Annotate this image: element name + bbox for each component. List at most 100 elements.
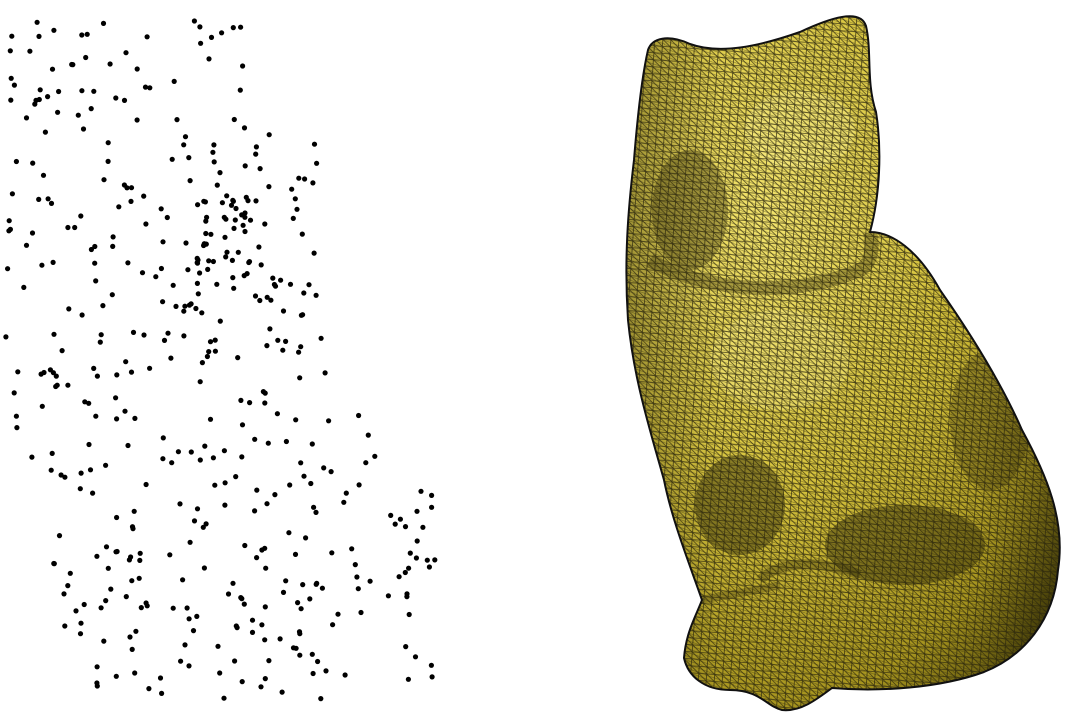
cloud-point — [79, 312, 85, 318]
cloud-point — [212, 348, 218, 354]
cloud-point — [228, 202, 235, 208]
cloud-point — [199, 310, 205, 316]
cloud-point — [9, 33, 15, 39]
cloud-point — [186, 616, 192, 622]
cloud-point — [123, 50, 129, 56]
cloud-point — [388, 512, 394, 519]
cloud-point — [241, 601, 247, 607]
cloud-point — [27, 48, 33, 54]
cloud-point — [6, 218, 12, 224]
cloud-point — [221, 214, 227, 220]
cloud-point — [168, 355, 174, 361]
cloud-point — [253, 151, 259, 157]
cloud-point — [107, 61, 113, 67]
cloud-point — [92, 243, 98, 250]
cloud-point — [7, 226, 13, 232]
cloud-point — [133, 628, 139, 634]
cloud-point — [34, 19, 40, 25]
mesh-panel — [625, 15, 1061, 712]
cloud-point — [402, 524, 409, 530]
cloud-point — [249, 629, 256, 636]
cloud-point — [58, 472, 64, 478]
cloud-point — [210, 455, 216, 461]
cloud-point — [165, 330, 171, 336]
cloud-point — [191, 18, 197, 24]
cloud-point — [78, 213, 84, 219]
cloud-point — [318, 696, 324, 702]
cloud-point — [197, 457, 203, 463]
cloud-point — [271, 281, 277, 288]
cloud-point — [157, 675, 164, 681]
cloud-point — [123, 359, 129, 365]
cloud-point — [206, 349, 212, 355]
cloud-point — [268, 297, 274, 303]
cloud-point — [94, 553, 100, 559]
cloud-point — [182, 134, 189, 140]
cloud-point — [160, 456, 166, 462]
cloud-point — [42, 129, 49, 135]
cloud-point — [231, 116, 237, 123]
cloud-point — [242, 163, 248, 169]
cloud-point — [355, 586, 361, 592]
cloud-point — [210, 258, 216, 265]
cloud-point — [385, 593, 391, 599]
cloud-point — [91, 88, 97, 94]
cloud-point — [321, 465, 327, 471]
cloud-point — [40, 172, 47, 178]
cloud-point — [272, 492, 278, 498]
cloud-point — [49, 66, 56, 72]
cloud-point — [280, 347, 286, 353]
cloud-point — [289, 186, 295, 192]
cloud-point — [212, 482, 218, 488]
cloud-point — [296, 349, 302, 355]
cloud-point — [308, 480, 314, 487]
cloud-point — [252, 293, 259, 299]
cloud-point — [239, 422, 246, 428]
cloud-point — [78, 620, 84, 626]
cloud-point — [190, 628, 197, 634]
cloud-point — [298, 344, 304, 350]
cloud-point — [128, 198, 134, 204]
cloud-point — [51, 27, 57, 33]
cloud-point — [14, 425, 20, 431]
cloud-point — [245, 198, 251, 204]
cloud-point — [238, 397, 244, 403]
cloud-point — [181, 333, 187, 339]
cloud-point — [230, 275, 236, 281]
cloud-point — [407, 550, 413, 556]
cloud-point — [352, 562, 358, 568]
cloud-point — [263, 565, 269, 571]
cloud-point — [279, 689, 285, 695]
cloud-point — [211, 142, 217, 148]
cloud-point — [258, 262, 264, 268]
cloud-point — [125, 260, 131, 266]
cloud-point — [253, 144, 259, 150]
cloud-point — [147, 85, 153, 91]
cloud-point — [301, 290, 307, 296]
cloud-point — [224, 193, 230, 199]
cloud-point — [197, 24, 203, 30]
cloud-point — [125, 442, 131, 449]
cloud-point — [249, 617, 256, 623]
cloud-point — [356, 412, 362, 419]
cloud-point — [229, 257, 235, 263]
cloud-point — [7, 48, 13, 54]
cloud-point — [313, 292, 319, 298]
cloud-point — [201, 198, 207, 204]
cloud-point — [335, 611, 341, 617]
cloud-point — [286, 530, 292, 536]
cloud-point — [266, 658, 272, 664]
cloud-point — [367, 578, 373, 584]
cloud-point — [211, 159, 217, 165]
cloud-point — [160, 239, 166, 245]
cloud-point — [208, 34, 215, 41]
cloud-point — [32, 101, 38, 107]
cloud-point — [207, 416, 214, 422]
cloud-point — [100, 303, 106, 309]
cloud-point — [197, 379, 203, 385]
cloud-point — [181, 142, 187, 148]
cloud-point — [217, 170, 223, 176]
cloud-point — [67, 570, 73, 576]
cloud-point — [230, 198, 236, 204]
cloud-point — [239, 679, 245, 685]
